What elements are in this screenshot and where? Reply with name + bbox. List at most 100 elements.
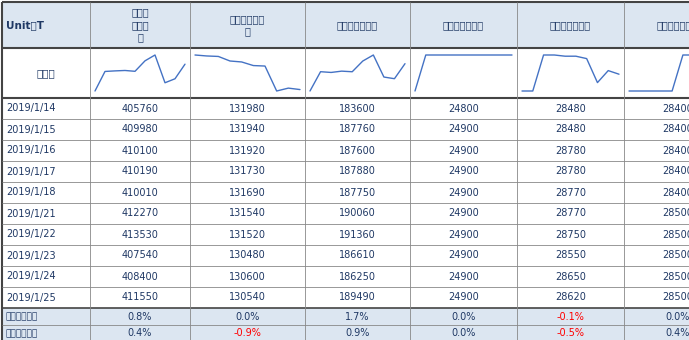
Text: -0.9%: -0.9% xyxy=(234,328,261,339)
Text: 2019/1/14: 2019/1/14 xyxy=(6,103,56,114)
Bar xyxy=(190,119,305,140)
Bar xyxy=(410,48,517,98)
Bar xyxy=(410,161,517,182)
Text: 187760: 187760 xyxy=(339,124,376,135)
Bar xyxy=(517,140,624,161)
Text: 天然橡胶：天津: 天然橡胶：天津 xyxy=(550,20,591,30)
Text: 0.9%: 0.9% xyxy=(345,328,370,339)
Bar xyxy=(305,161,410,182)
Bar xyxy=(624,140,689,161)
Text: 410190: 410190 xyxy=(122,167,158,176)
Text: 28400: 28400 xyxy=(662,103,689,114)
Text: 189490: 189490 xyxy=(339,292,376,303)
Bar xyxy=(190,224,305,245)
Bar xyxy=(90,203,190,224)
Text: 28400: 28400 xyxy=(662,167,689,176)
Bar xyxy=(624,48,689,98)
Bar xyxy=(517,224,624,245)
Bar xyxy=(305,2,410,48)
Text: 24900: 24900 xyxy=(448,208,479,219)
Bar xyxy=(190,161,305,182)
Bar xyxy=(190,308,305,325)
Text: 2019/1/24: 2019/1/24 xyxy=(6,272,56,282)
Bar xyxy=(410,266,517,287)
Text: 28780: 28780 xyxy=(555,146,586,155)
Text: 187600: 187600 xyxy=(339,146,376,155)
Bar xyxy=(305,308,410,325)
Text: 迷你图: 迷你图 xyxy=(37,68,55,78)
Bar xyxy=(90,161,190,182)
Text: 28500: 28500 xyxy=(662,230,689,239)
Bar xyxy=(624,161,689,182)
Text: 28770: 28770 xyxy=(555,208,586,219)
Bar xyxy=(2,161,90,182)
Text: 24900: 24900 xyxy=(448,124,479,135)
Bar xyxy=(305,48,410,98)
Text: 413530: 413530 xyxy=(121,230,158,239)
Bar xyxy=(305,98,410,119)
Text: 24900: 24900 xyxy=(448,187,479,198)
Bar xyxy=(305,266,410,287)
Bar xyxy=(517,182,624,203)
Bar xyxy=(2,245,90,266)
Text: 24900: 24900 xyxy=(448,292,479,303)
Text: 2019/1/17: 2019/1/17 xyxy=(6,167,56,176)
Text: 28400: 28400 xyxy=(662,124,689,135)
Bar xyxy=(90,140,190,161)
Text: 409980: 409980 xyxy=(122,124,158,135)
Text: 0.0%: 0.0% xyxy=(236,311,260,322)
Text: 130480: 130480 xyxy=(229,251,266,260)
Bar xyxy=(305,203,410,224)
Bar xyxy=(624,224,689,245)
Text: 2019/1/25: 2019/1/25 xyxy=(6,292,56,303)
Bar xyxy=(305,140,410,161)
Bar xyxy=(190,325,305,340)
Bar xyxy=(190,140,305,161)
Bar xyxy=(90,245,190,266)
Text: 186250: 186250 xyxy=(339,272,376,282)
Text: 28770: 28770 xyxy=(555,187,586,198)
Text: 410010: 410010 xyxy=(122,187,158,198)
Bar xyxy=(305,224,410,245)
Bar xyxy=(305,182,410,203)
Bar xyxy=(624,245,689,266)
Text: 24900: 24900 xyxy=(448,251,479,260)
Text: 24900: 24900 xyxy=(448,272,479,282)
Text: 28500: 28500 xyxy=(662,251,689,260)
Text: 131520: 131520 xyxy=(229,230,266,239)
Bar xyxy=(624,203,689,224)
Bar xyxy=(190,245,305,266)
Text: 0.0%: 0.0% xyxy=(451,311,475,322)
Text: 天然橡胶：上
海: 天然橡胶：上 海 xyxy=(230,14,265,36)
Bar xyxy=(410,245,517,266)
Text: 2019/1/16: 2019/1/16 xyxy=(6,146,56,155)
Text: 0.0%: 0.0% xyxy=(451,328,475,339)
Bar xyxy=(624,98,689,119)
Text: 24900: 24900 xyxy=(448,146,479,155)
Bar xyxy=(624,308,689,325)
Text: 405760: 405760 xyxy=(121,103,158,114)
Bar xyxy=(305,119,410,140)
Bar xyxy=(624,119,689,140)
Bar xyxy=(2,325,90,340)
Text: 0.4%: 0.4% xyxy=(128,328,152,339)
Text: 28480: 28480 xyxy=(555,124,586,135)
Bar xyxy=(410,308,517,325)
Text: 187880: 187880 xyxy=(339,167,376,176)
Bar xyxy=(410,140,517,161)
Bar xyxy=(624,287,689,308)
Bar xyxy=(410,98,517,119)
Bar xyxy=(517,287,624,308)
Bar xyxy=(517,245,624,266)
Text: 0.0%: 0.0% xyxy=(666,311,689,322)
Bar xyxy=(2,203,90,224)
Text: 28480: 28480 xyxy=(555,103,586,114)
Bar xyxy=(2,48,90,98)
Bar xyxy=(517,119,624,140)
Bar xyxy=(624,2,689,48)
Text: 411550: 411550 xyxy=(121,292,158,303)
Text: 28550: 28550 xyxy=(555,251,586,260)
Bar xyxy=(2,182,90,203)
Text: 131690: 131690 xyxy=(229,187,266,198)
Text: 187750: 187750 xyxy=(339,187,376,198)
